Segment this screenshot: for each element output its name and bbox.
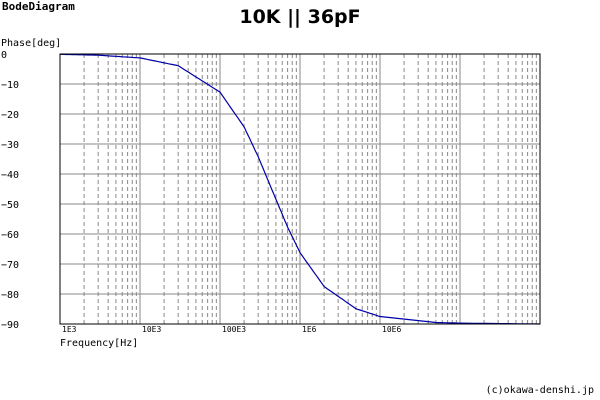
y-tick-label: −50	[1, 200, 19, 211]
x-tick-labels: 1E3 10E3 100E3 1E6 10E6	[62, 325, 401, 334]
x-tick-label: 1E6	[302, 325, 317, 334]
y-tick-label: −40	[1, 170, 19, 181]
y-tick-label: −90	[1, 320, 19, 331]
phase-series-line	[59, 53, 541, 325]
y-tick-label: −30	[1, 140, 19, 151]
y-tick-label: −80	[1, 290, 19, 301]
y-tick-label: −60	[1, 230, 19, 241]
x-tick-label: 10E6	[382, 325, 401, 334]
copyright: (c)okawa-denshi.jp	[485, 385, 594, 396]
series-layer	[59, 53, 541, 325]
x-tick-label: 1E3	[62, 325, 77, 334]
y-tick-label: −20	[1, 110, 19, 121]
y-tick-label: 0	[1, 50, 7, 61]
x-tick-label: 10E3	[142, 325, 161, 334]
plot-frame	[59, 53, 541, 325]
y-tick-labels: 0 −10 −20 −30 −40 −50 −60 −70 −80 −90	[1, 50, 19, 331]
grid	[59, 53, 540, 325]
chart-title: 10K || 36pF	[239, 6, 361, 28]
y-axis-label: Phase[deg]	[1, 38, 61, 49]
y-tick-label: −70	[1, 260, 19, 271]
y-tick-label: −10	[1, 80, 19, 91]
x-tick-label: 100E3	[222, 325, 246, 334]
app-title: BodeDiagram	[2, 0, 75, 13]
x-axis-label: Frequency[Hz]	[60, 338, 138, 349]
